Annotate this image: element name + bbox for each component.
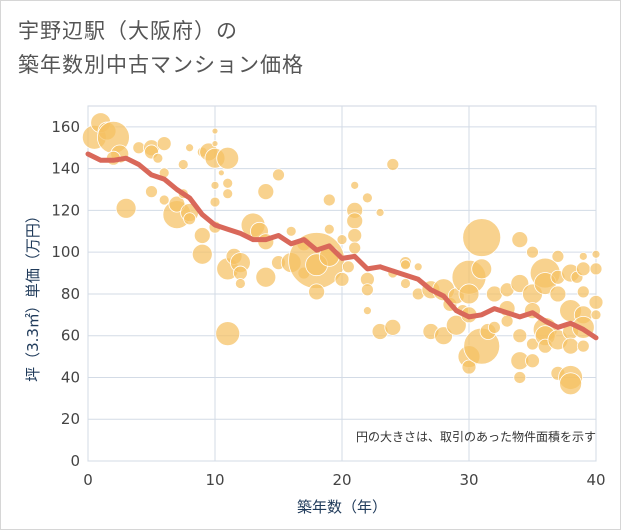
- bubble-point: [334, 271, 350, 287]
- bubble-point: [375, 208, 385, 217]
- bubble-point: [576, 285, 590, 299]
- bubble-point: [217, 169, 225, 177]
- y-tick-label: 120: [51, 201, 80, 219]
- bubble-point: [500, 314, 514, 328]
- bubble-point: [346, 212, 364, 230]
- bubble-point: [576, 339, 590, 353]
- bubble-point: [400, 278, 411, 289]
- bubble-point: [526, 245, 539, 259]
- bubble-point: [152, 152, 164, 164]
- bubble-point: [549, 285, 567, 303]
- bubble-size-note: 円の大きさは、取引のあった物件面積を示す: [356, 429, 596, 444]
- bubble-point: [525, 353, 540, 369]
- bubble-point: [360, 283, 374, 297]
- bubble-point: [285, 225, 297, 237]
- bubble-point: [222, 177, 234, 189]
- bubble-point: [590, 309, 602, 321]
- bubble-point: [145, 185, 158, 199]
- bubble-point: [575, 261, 591, 277]
- bubble-point: [578, 251, 588, 261]
- bubble-point: [461, 359, 477, 375]
- bubble-point: [348, 241, 362, 255]
- bubble-point: [350, 180, 360, 190]
- x-tick-label: 0: [83, 471, 93, 489]
- bubble-point: [232, 265, 248, 281]
- bubble-point: [512, 328, 528, 344]
- bubble-point: [115, 197, 137, 219]
- y-tick-label: 80: [61, 285, 80, 303]
- bubble-point: [234, 278, 246, 289]
- x-axis-label: 築年数（年）: [297, 498, 387, 516]
- y-axis-label: 坪（3.3㎡）単価（万円）: [24, 208, 42, 382]
- x-tick-label: 40: [586, 471, 605, 489]
- trend-line: [85, 151, 599, 341]
- bubble-point: [168, 195, 186, 213]
- bubble-point: [588, 294, 604, 310]
- bubble-point: [362, 306, 372, 316]
- bubble-point: [222, 188, 234, 200]
- bubble-point: [211, 140, 219, 147]
- bubble-point: [471, 258, 493, 280]
- bubble-point: [185, 143, 195, 153]
- bubble-point: [183, 212, 197, 226]
- y-tick-label: 40: [61, 368, 80, 386]
- title-line-1: 宇野辺駅（大阪府）の: [18, 19, 238, 43]
- y-tick-label: 140: [51, 160, 80, 178]
- bubble-point: [210, 180, 220, 190]
- bubble-point: [511, 231, 529, 249]
- bubble-point: [445, 314, 467, 336]
- bubble-point: [559, 372, 582, 396]
- bubble-point: [591, 249, 601, 259]
- bubble-point: [562, 337, 579, 355]
- bubble-point: [193, 227, 211, 244]
- bubble-point: [191, 243, 213, 265]
- bubble-point: [361, 192, 373, 204]
- bubble-point: [551, 249, 565, 263]
- bubble-point: [323, 223, 335, 235]
- x-tick-label: 10: [205, 471, 224, 489]
- bubble-point: [341, 260, 355, 274]
- bubble-point: [487, 320, 501, 334]
- bubble-point: [255, 266, 277, 288]
- title-line-2: 築年数別中古マンション価格: [18, 53, 304, 77]
- bubble-point: [458, 283, 480, 305]
- bubble-point: [308, 283, 326, 301]
- bubble-point: [132, 141, 146, 155]
- bubble-point: [589, 262, 603, 276]
- bubble-point: [384, 318, 402, 336]
- x-tick-label: 20: [332, 471, 351, 489]
- bubble-point: [322, 193, 336, 207]
- bubble-point: [209, 196, 221, 208]
- y-tick-label: 0: [70, 452, 80, 470]
- y-tick-label: 60: [61, 327, 80, 345]
- bubble-point: [158, 194, 170, 206]
- bubble-point: [462, 218, 502, 257]
- bubble-point: [177, 159, 189, 170]
- y-tick-label: 160: [51, 118, 80, 136]
- bubble-point: [211, 127, 219, 135]
- bubble-point: [413, 262, 423, 272]
- bubble-point: [400, 259, 411, 271]
- bubble-point: [215, 321, 241, 347]
- bubble-point: [336, 234, 348, 246]
- bubble-point: [272, 168, 285, 182]
- bubble-point: [216, 146, 240, 170]
- bubble-point: [347, 228, 363, 243]
- bubble-point: [386, 158, 400, 171]
- bubble-point: [513, 371, 527, 384]
- bubble-point: [257, 183, 275, 201]
- y-tick-label: 20: [61, 410, 80, 428]
- y-tick-label: 100: [51, 243, 80, 261]
- chart-title: 宇野辺駅（大阪府）の 築年数別中古マンション価格: [18, 14, 304, 82]
- bubble-point: [156, 136, 172, 151]
- tick-labels: 0 10 20 30 40 0 20 40 60 80 100 120 140 160: [51, 118, 605, 489]
- x-tick-label: 30: [459, 471, 478, 489]
